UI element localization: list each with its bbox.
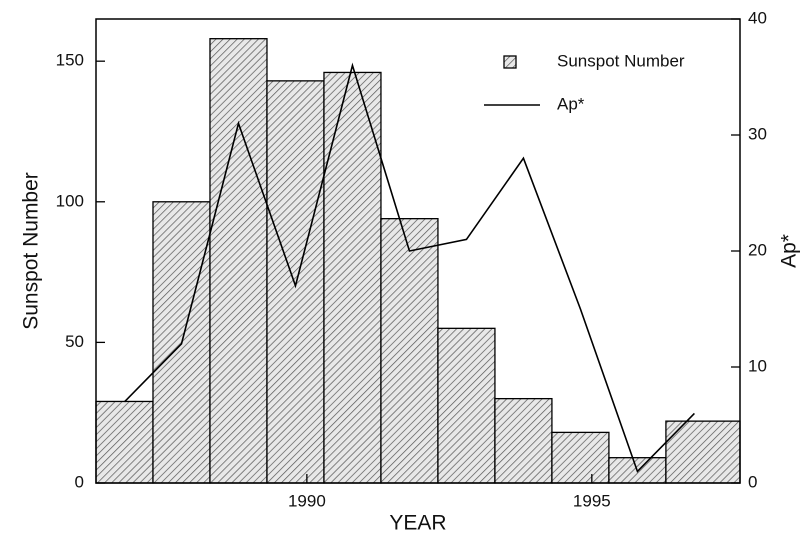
y2-tick-label: 0 (748, 472, 757, 491)
y-tick-label: 150 (56, 51, 84, 70)
legend-swatch (503, 55, 517, 69)
bar (266, 80, 325, 484)
bar (665, 420, 741, 484)
y-tick-label: 50 (65, 332, 84, 351)
line (123, 62, 695, 473)
bar (323, 71, 382, 484)
bar (437, 327, 496, 484)
y-tick-label: 0 (75, 472, 84, 491)
y-axis-label: Sunspot Number (20, 172, 43, 330)
legend-label: Ap* (557, 94, 585, 113)
y-tick-label: 100 (56, 191, 84, 210)
bar (380, 218, 439, 484)
x-tick-label: 1990 (288, 491, 326, 510)
bar (209, 38, 268, 484)
x-tick-label: 1995 (573, 491, 611, 510)
legend-label: Sunspot Number (557, 51, 685, 70)
bar (551, 431, 610, 484)
y2-axis-label: Ap* (778, 234, 801, 268)
bar (95, 400, 154, 484)
y2-tick-label: 20 (748, 240, 767, 259)
y2-tick-label: 30 (748, 124, 767, 143)
y2-tick-label: 10 (748, 356, 767, 375)
bar (494, 397, 553, 484)
x-axis-label: YEAR (389, 512, 446, 535)
y2-tick-label: 40 (748, 8, 767, 27)
